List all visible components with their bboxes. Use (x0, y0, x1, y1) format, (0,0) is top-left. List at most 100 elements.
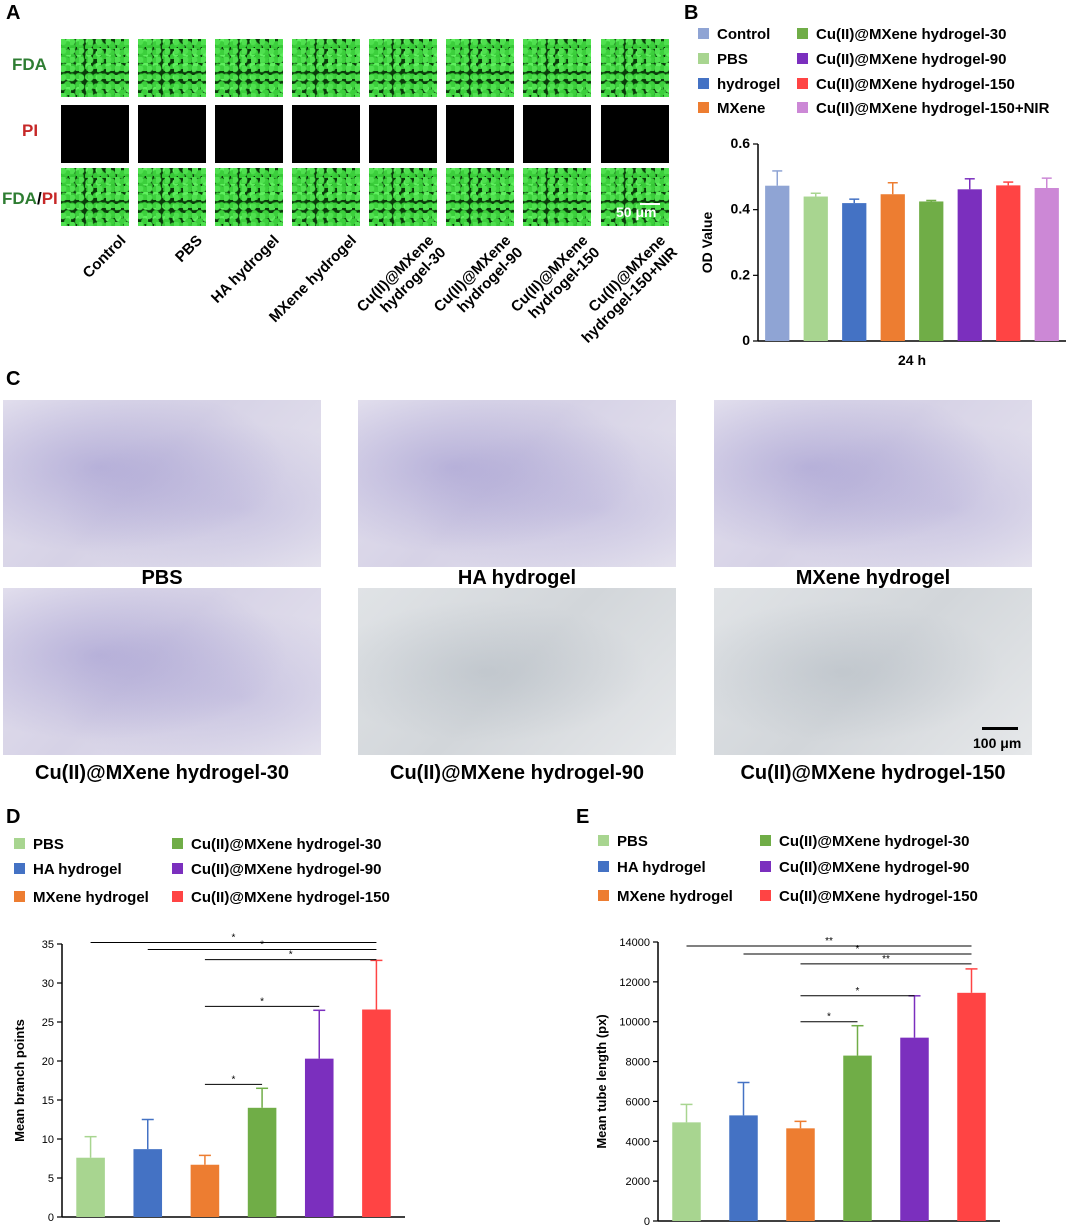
tube-caption-pbs: PBS (141, 567, 183, 589)
significance-label: * (260, 939, 264, 950)
legend-label: HA hydrogel (617, 859, 706, 876)
legend-label: Cu(II)@MXene hydrogel-150 (191, 889, 390, 906)
y-tick-label: 6000 (626, 1096, 650, 1108)
legend-label: Cu(II)@MXene hydrogel-30 (816, 26, 1007, 43)
merged-image (138, 168, 206, 226)
y-tick-label: 8000 (626, 1057, 650, 1069)
legend-swatch (698, 77, 709, 89)
legend-label: PBS (617, 833, 648, 850)
legend-item-control: Control (698, 26, 770, 43)
bar (880, 194, 905, 341)
legend-e: PBS HA hydrogel MXene hydrogel Cu(II)@MX… (598, 833, 1018, 913)
merged-image (523, 168, 591, 226)
bar (304, 1058, 334, 1217)
y-tick-label: 0 (742, 332, 750, 348)
legend-item-mxene-hydrogel: MXene hydrogel (14, 889, 149, 906)
y-tick-label: 25 (42, 1017, 54, 1029)
pi-image (601, 105, 669, 163)
legend-item-ha-hydrogel: HA hydrogel (14, 861, 122, 878)
merged-label-separator: / (36, 189, 42, 208)
legend-swatch (698, 27, 709, 39)
legend-swatch (760, 834, 771, 846)
tube-caption-cu150: Cu(II)@MXene hydrogel-150 (740, 762, 1006, 784)
fda-image (369, 39, 437, 97)
legend-item-cu150nir: Cu(II)@MXene hydrogel-150+NIR (797, 100, 1049, 117)
tube-image-pbs (3, 400, 321, 567)
y-tick-label: 4000 (626, 1136, 650, 1148)
legend-item-pbs: PBS (598, 833, 648, 850)
legend-item-cu30: Cu(II)@MXene hydrogel-30 (172, 836, 381, 853)
merged-image (292, 168, 360, 226)
y-axis-label: Mean tube length (px) (594, 1014, 609, 1148)
significance-label: * (827, 1012, 831, 1023)
significance-label: ** (825, 936, 833, 947)
legend-label: HA hydrogel (33, 861, 122, 878)
scale-bar-a (640, 203, 660, 205)
y-axis-label: Mean branch points (12, 1019, 27, 1142)
fda-image (292, 39, 360, 97)
bar (957, 992, 986, 1221)
legend-item-pbs: PBS (14, 836, 64, 853)
panel-label-c: C (6, 368, 21, 390)
legend-d: PBS HA hydrogel MXene hydrogel Cu(II)@MX… (14, 836, 434, 916)
group-label: PBS (172, 232, 207, 266)
legend-item-pbs: PBS (698, 51, 748, 68)
y-tick-label: 10 (42, 1134, 54, 1146)
pi-image (446, 105, 514, 163)
legend-label: PBS (717, 51, 748, 68)
fda-image (601, 39, 669, 97)
merged-image (369, 168, 437, 226)
legend-label: MXene hydrogel (617, 888, 733, 905)
legend-label: Cu(II)@MXene hydrogel-150 (816, 76, 1015, 93)
scale-bar-c-label: 100 μm (973, 735, 1022, 751)
legend-label: PBS (33, 836, 64, 853)
y-tick-label: 10000 (619, 1017, 650, 1029)
tube-image-cu150 (714, 588, 1032, 755)
legend-swatch (760, 889, 771, 901)
group-label: Cu(II)@MXene hydrogel-90 (430, 232, 527, 317)
y-tick-label: 20 (42, 1056, 54, 1068)
group-label: Cu(II)@MXene hydrogel-30 (353, 232, 450, 317)
fda-image (61, 39, 129, 97)
bar (919, 201, 944, 341)
row-label-pi: PI (22, 121, 39, 140)
significance-label: * (289, 950, 293, 961)
legend-swatch (698, 52, 709, 64)
legend-item-cu30: Cu(II)@MXene hydrogel-30 (760, 833, 969, 850)
legend-label: Cu(II)@MXene hydrogel-150+NIR (816, 100, 1050, 117)
bar (843, 1055, 872, 1221)
bar (1034, 187, 1059, 341)
tube-image-cu30 (3, 588, 321, 755)
legend-item-ha-hydrogel: HA hydrogel (598, 859, 706, 876)
tube-caption-cu30: Cu(II)@MXene hydrogel-30 (35, 762, 289, 784)
scale-bar-c (982, 727, 1018, 730)
group-label: Control (79, 232, 130, 282)
tube-caption-mxene-hydrogel: MXene hydrogel (795, 567, 951, 589)
bar (900, 1037, 929, 1221)
bar (729, 1115, 758, 1221)
legend-label: hydrogel (717, 76, 781, 93)
y-axis-label: OD Value (699, 212, 715, 274)
scale-bar-a-label: 50 μm (616, 204, 657, 220)
y-tick-label: 0 (644, 1216, 650, 1228)
bar (957, 189, 982, 341)
bar (842, 203, 867, 341)
legend-item-mxene-hydrogel: MXene hydrogel (598, 888, 733, 905)
legend-swatch (797, 101, 808, 113)
pi-image (215, 105, 283, 163)
significance-label: * (232, 1074, 236, 1085)
y-tick-label: 0.6 (731, 135, 751, 151)
y-tick-label: 0.4 (731, 201, 751, 217)
legend-swatch (797, 77, 808, 89)
panel-label-d: D (6, 806, 21, 828)
panel-label-e: E (576, 806, 590, 828)
x-axis-label: 24 h (898, 352, 926, 368)
bar (996, 185, 1021, 341)
tube-caption-ha-hydrogel: HA hydrogel (457, 567, 577, 589)
merged-image (215, 168, 283, 226)
fda-image (215, 39, 283, 97)
fda-image (138, 39, 206, 97)
y-tick-label: 0 (48, 1212, 54, 1224)
y-tick-label: 12000 (619, 977, 650, 989)
